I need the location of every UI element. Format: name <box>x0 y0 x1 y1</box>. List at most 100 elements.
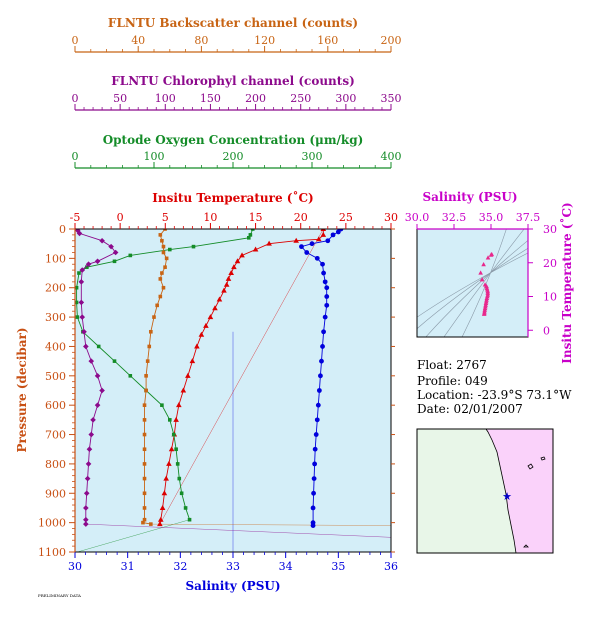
chlorophyll-point <box>99 237 105 244</box>
backscatter-point <box>141 520 145 525</box>
chlorophyll-point <box>81 328 87 335</box>
temperature-point <box>163 475 169 481</box>
salinity-point <box>320 344 325 349</box>
salinity-tick-label: 36 <box>384 560 398 573</box>
chlorophyll-tick-label: 0 <box>72 92 79 105</box>
float-location-star-icon: ★ <box>502 490 512 503</box>
inset-x-tick-label: 32.5 <box>442 211 467 224</box>
backscatter-point <box>161 250 166 255</box>
temperature-point <box>166 460 172 466</box>
backscatter-point <box>161 285 166 290</box>
oxygen-point <box>168 247 172 252</box>
chlorophyll-point <box>79 267 86 273</box>
temperature-point <box>168 446 175 452</box>
inset-salinity-title: Salinity (PSU) <box>422 190 517 204</box>
temperature-tick-label: 0 <box>117 211 124 224</box>
oxygen-point <box>191 244 196 249</box>
pressure-tick-label: 700 <box>45 429 66 442</box>
backscatter-point <box>142 517 147 522</box>
pressure-tick-label: 500 <box>45 370 66 383</box>
chlorophyll-point <box>79 314 86 320</box>
oxygen-faint-line <box>77 519 190 552</box>
inset-density-contour <box>417 247 528 330</box>
salinity-point <box>321 329 326 335</box>
salinity-point <box>304 250 310 255</box>
temperature-point <box>185 372 191 378</box>
salinity-point <box>312 446 318 452</box>
inset-density-contour <box>417 252 528 318</box>
oxygen-point <box>174 447 178 452</box>
temperature-tick-label: 20 <box>294 211 308 224</box>
pressure-tick-label: 1000 <box>38 517 66 530</box>
ts-point <box>484 283 489 289</box>
inset-density-contour <box>443 229 525 337</box>
info-date: Date: 02/01/2007 <box>417 402 523 416</box>
temperature-point <box>225 275 232 281</box>
inset-density-contour <box>425 239 528 337</box>
chlorophyll-point <box>83 343 89 350</box>
salinity-point <box>322 279 328 285</box>
temperature-point <box>198 331 205 337</box>
chlorophyll-point <box>99 387 105 394</box>
backscatter-point <box>158 233 163 237</box>
salinity-point <box>316 388 322 393</box>
backscatter-tick-label: 200 <box>381 34 402 47</box>
chlorophyll-point <box>83 490 90 497</box>
temperature-point <box>234 258 241 264</box>
temperature-point <box>231 264 237 270</box>
temperature-point <box>180 387 187 393</box>
salinity-axis-title: Salinity (PSU) <box>185 579 280 593</box>
temperature-point <box>161 490 168 496</box>
chlorophyll-point <box>83 521 89 527</box>
temperature-point <box>266 240 272 246</box>
oxygen-point <box>247 236 251 240</box>
salinity-point <box>313 432 319 437</box>
ts-point <box>479 277 485 282</box>
inset-temperature-title: Insitu Temperature (˚C) <box>559 202 574 363</box>
pressure-tick-label: 0 <box>59 223 66 236</box>
info-location: Location: -23.9°S 73.1°W <box>417 388 572 402</box>
backscatter-point <box>158 294 163 299</box>
chlorophyll-tick-label: 200 <box>245 92 266 105</box>
chlorophyll-point <box>88 358 95 364</box>
chlorophyll-point <box>85 261 92 268</box>
chlorophyll-point <box>86 446 93 453</box>
oxygen-point <box>128 253 133 258</box>
backscatter-point <box>142 506 147 510</box>
info-float: Float: 2767 <box>417 358 487 372</box>
inset-x-tick-label: 30.0 <box>405 211 430 224</box>
temperature-point <box>194 343 200 349</box>
ts-point <box>483 304 488 309</box>
ts-point <box>485 255 491 260</box>
pressure-tick-label: 1100 <box>38 546 66 559</box>
salinity-point <box>310 523 316 528</box>
backscatter-point <box>149 329 153 334</box>
oxygen-point <box>75 315 80 319</box>
temperature-point <box>207 314 214 320</box>
temperature-point <box>159 504 166 510</box>
oxygen-point <box>75 300 79 305</box>
salinity-point <box>324 302 330 308</box>
oxygen-axis-title: Optode Oxygen Concentration (μm/kg) <box>103 133 364 147</box>
temperature-point <box>189 358 196 364</box>
salinity-point <box>314 417 320 423</box>
chlorophyll-axis-title: FLNTU Chlorophyl channel (counts) <box>111 74 355 88</box>
oxygen-tick-label: 200 <box>223 150 244 163</box>
backscatter-point <box>142 432 147 437</box>
oxygen-point <box>187 517 192 522</box>
inset-y-tick-label: 10 <box>543 291 557 304</box>
backscatter-point <box>149 522 153 526</box>
salinity-point <box>324 285 330 291</box>
chlorophyll-point <box>84 475 91 482</box>
chlorophyll-point <box>94 373 101 379</box>
temperature-series <box>157 229 327 527</box>
backscatter-point <box>147 344 152 349</box>
temperature-point <box>157 516 164 522</box>
temperature-point <box>239 252 245 258</box>
temperature-point <box>212 305 218 311</box>
ts-point <box>482 307 488 312</box>
map-frame <box>416 428 554 554</box>
backscatter-point <box>142 476 147 481</box>
